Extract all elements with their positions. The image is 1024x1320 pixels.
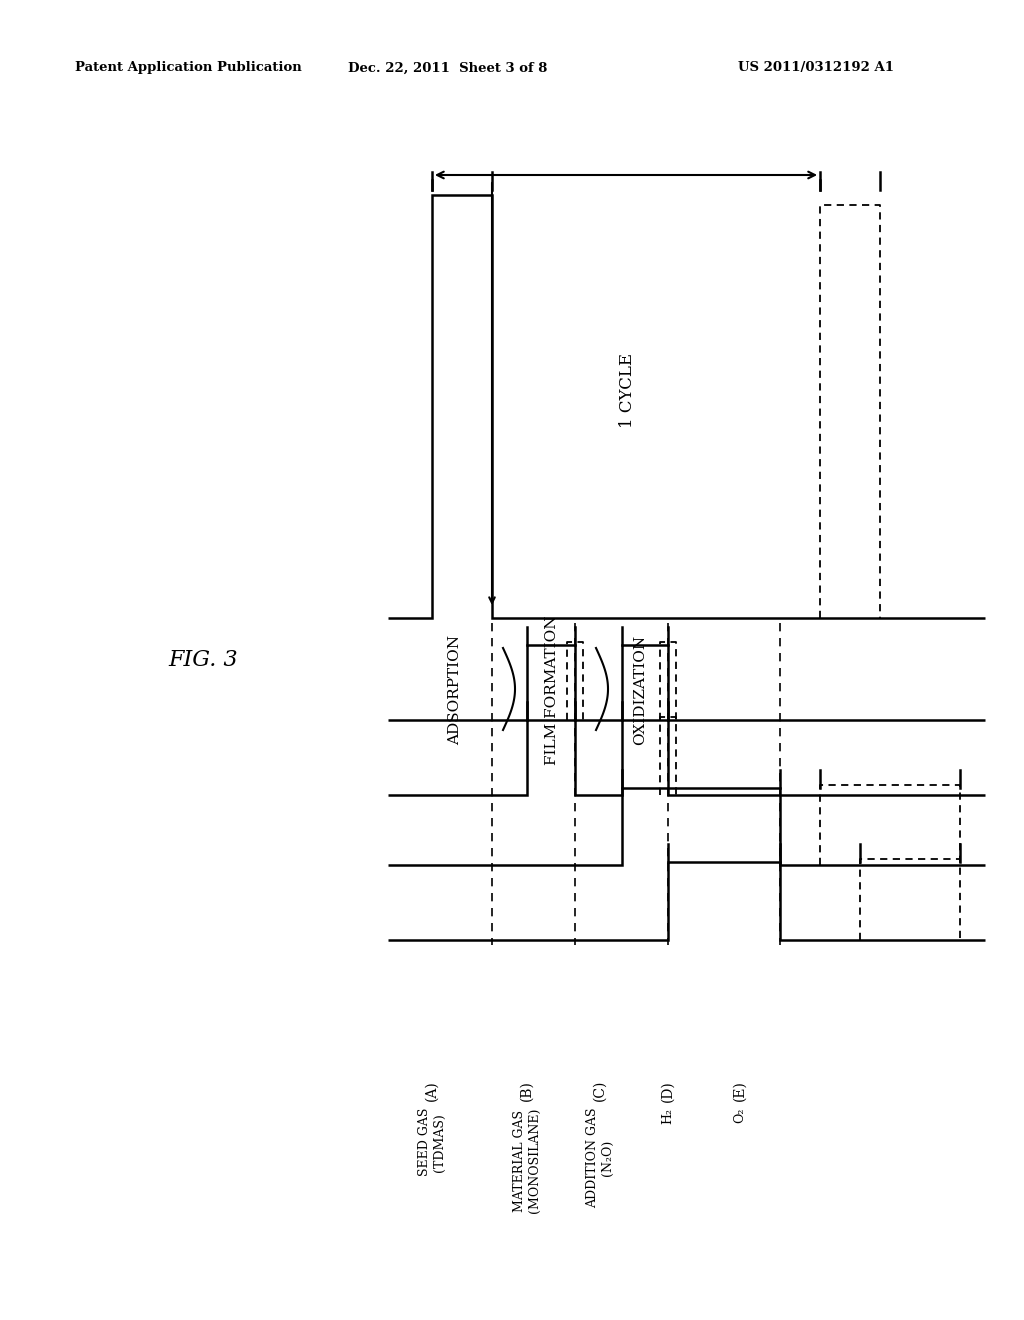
Text: FILM FORMATION: FILM FORMATION: [545, 615, 559, 764]
Text: ADSORPTION: ADSORPTION: [449, 635, 462, 744]
Text: US 2011/0312192 A1: US 2011/0312192 A1: [738, 62, 894, 74]
Text: O₂: O₂: [733, 1107, 746, 1123]
Text: MATERIAL GAS
(MONOSILANE): MATERIAL GAS (MONOSILANE): [513, 1107, 541, 1213]
Text: ADDITION GAS
(N₂O): ADDITION GAS (N₂O): [586, 1107, 614, 1209]
Text: SEED GAS
(TDMAS): SEED GAS (TDMAS): [418, 1107, 446, 1176]
Text: (B): (B): [520, 1080, 534, 1101]
Text: (E): (E): [733, 1080, 746, 1101]
Text: OXIDIZATION: OXIDIZATION: [633, 635, 647, 744]
Text: 1 CYCLE: 1 CYCLE: [620, 352, 637, 428]
Text: (D): (D): [662, 1080, 675, 1102]
Text: (A): (A): [425, 1080, 439, 1101]
Text: FIG. 3: FIG. 3: [168, 649, 238, 671]
Text: H₂: H₂: [662, 1107, 675, 1125]
Text: (C): (C): [593, 1080, 607, 1101]
Text: Patent Application Publication: Patent Application Publication: [75, 62, 302, 74]
Text: Dec. 22, 2011  Sheet 3 of 8: Dec. 22, 2011 Sheet 3 of 8: [348, 62, 548, 74]
